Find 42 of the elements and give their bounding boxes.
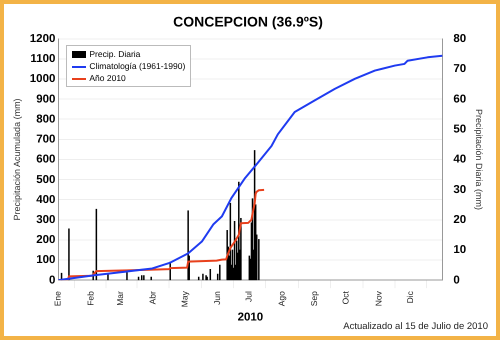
x-tick-label: Sep <box>309 290 320 306</box>
y-tick-label: 1200 <box>30 32 56 45</box>
y2-tick-label: 40 <box>453 154 466 166</box>
y-tick-label: 1100 <box>30 53 56 66</box>
x-tick-label: Oct <box>340 290 351 304</box>
y2-tick-label: 70 <box>453 63 466 76</box>
y-tick-label: 900 <box>36 93 56 106</box>
y-tick-label: 0 <box>48 274 56 286</box>
x-tick-label: Ene <box>52 290 63 306</box>
y2-tick-label: 20 <box>453 214 466 226</box>
y2-tick-label: 0 <box>453 274 460 286</box>
x-tick-label: Ago <box>276 290 286 306</box>
x-tick-label: Feb <box>85 290 96 306</box>
y-tick-label: 300 <box>36 214 56 226</box>
y-tick-label: 1000 <box>30 73 56 86</box>
x-tick-label: Abr <box>148 290 158 304</box>
x-tick-label: Mar <box>114 290 125 306</box>
y2-tick-label: 50 <box>453 123 466 136</box>
legend-label: Año 2010 <box>88 72 127 84</box>
chart-title: CONCEPCION (36.9ºS) <box>173 13 323 30</box>
x-axis-title: 2010 <box>238 311 264 324</box>
y-tick-label: 200 <box>36 234 56 246</box>
y-axis-title: Precipitación Acumulada (mm) <box>12 98 22 220</box>
y-tick-label: 800 <box>36 113 56 126</box>
y-tick-label: 600 <box>36 154 56 166</box>
x-tick-label: May <box>179 290 190 308</box>
y-tick-label: 100 <box>36 254 56 266</box>
y2-axis-title: Precipitación Diaria (mm) <box>474 108 484 210</box>
y-tick-label: 700 <box>36 134 56 146</box>
y2-tick-label: 10 <box>453 244 466 256</box>
text: Actualizado al 15 de Julio de 2010 <box>343 321 488 332</box>
x-tick-label: Dic <box>405 290 416 304</box>
x-tick-label: Nov <box>373 290 384 306</box>
y-tick-label: 400 <box>36 194 56 206</box>
y2-tick-label: 80 <box>453 32 466 45</box>
y-tick-label: 500 <box>36 174 56 186</box>
x-tick-label: Jun <box>212 290 222 305</box>
x-tick-label: Jul <box>244 291 254 302</box>
y2-tick-label: 60 <box>453 93 466 106</box>
legend-label: Climatología (1961-1990) <box>88 60 186 72</box>
y2-tick-label: 30 <box>453 184 466 196</box>
legend-label: Precip. Diaria <box>88 48 142 60</box>
